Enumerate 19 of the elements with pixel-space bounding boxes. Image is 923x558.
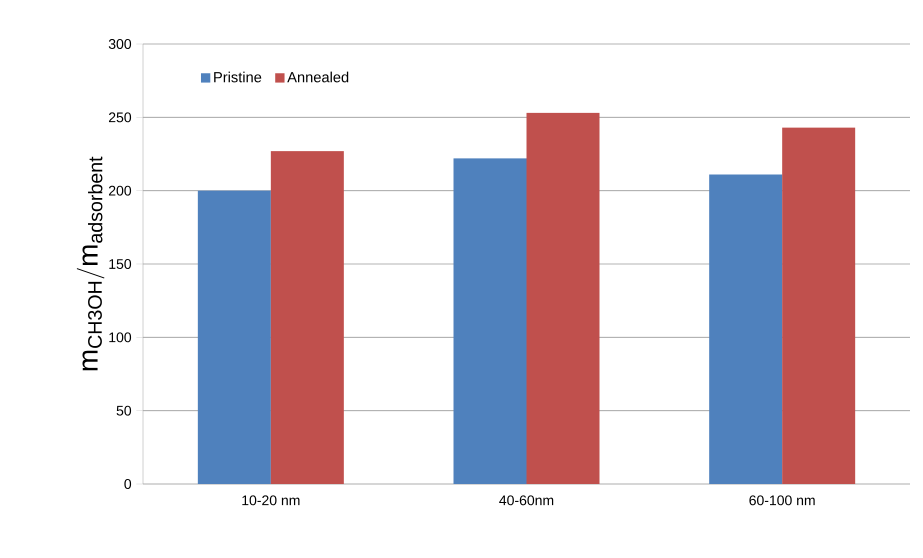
y-tick-label: 50 xyxy=(116,406,132,416)
y-tick-label: 200 xyxy=(108,186,132,196)
bar xyxy=(270,151,344,484)
y-tick-label: 100 xyxy=(109,332,132,342)
y-axis-title: $\mathrm{m_{CH3OH}/m_{adsorbent}}$ xyxy=(76,156,104,370)
x-tick-label: 60-100 nm xyxy=(749,495,815,506)
legend-label: Annealed xyxy=(287,72,348,82)
bar xyxy=(782,128,856,484)
y-tick-label: 150 xyxy=(109,259,132,269)
bar xyxy=(709,174,782,484)
legend-label: Pristine xyxy=(214,72,262,82)
x-tick-label: 40-60nm xyxy=(499,495,554,506)
y-tick-label: 0 xyxy=(124,479,132,489)
bar xyxy=(198,190,271,484)
bar xyxy=(526,112,600,484)
bar xyxy=(454,158,527,484)
x-tick-label: 10-20 nm xyxy=(242,495,300,506)
y-tick-label: 250 xyxy=(108,112,132,122)
y-tick-label: 300 xyxy=(108,39,132,49)
